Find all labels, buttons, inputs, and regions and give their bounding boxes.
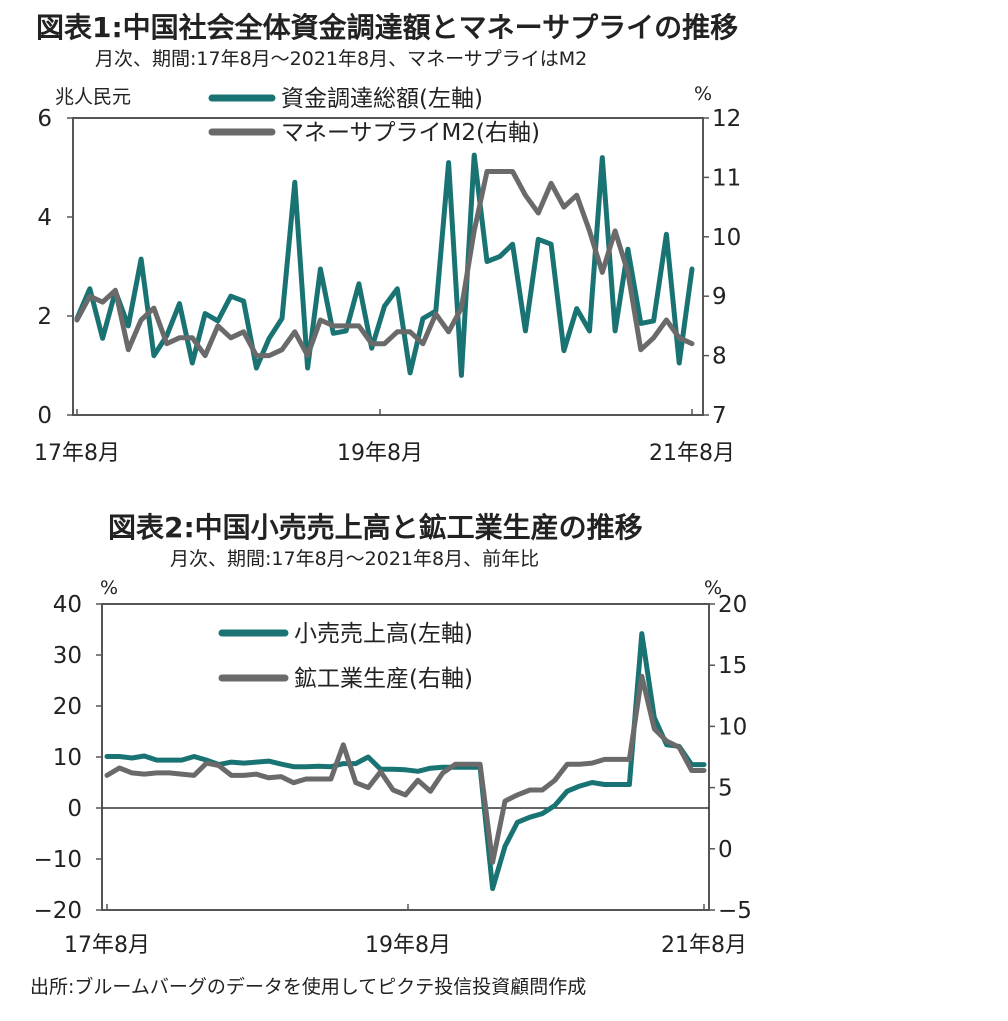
chart2-title: 図表2:中国小売売上高と鉱工業生産の推移 [108, 511, 643, 544]
chart2-right-unit: % [704, 577, 722, 599]
chart2-subtitle: 月次、期間:17年8月～2021年8月、前年比 [170, 548, 540, 570]
chart2-left-unit: % [100, 577, 118, 599]
chart2-legend-label-1: 小売売上高(左軸) [294, 621, 473, 647]
chart1-plot-frame [72, 117, 704, 416]
chart1-right-unit: % [694, 83, 712, 105]
chart2-left-tick-label: 20 [53, 694, 82, 720]
chart1-right-tick-label: 11 [712, 165, 741, 191]
chart2-left-tick-label: 0 [67, 796, 82, 822]
chart1-x-tick-label: 19年8月 [337, 441, 423, 466]
chart1-right-tick-label: 7 [712, 403, 727, 429]
chart2-x-tick-label: 21年8月 [661, 933, 747, 958]
chart2-right-tick-label: −5 [718, 898, 752, 924]
chart1-left-tick-label: 2 [37, 304, 52, 330]
chart1-x-tick-label: 17年8月 [34, 441, 120, 466]
chart1-right-tick-label: 8 [712, 344, 727, 370]
chart2-x-tick-label: 17年8月 [64, 933, 150, 958]
chart1-left-tick-label: 6 [37, 106, 52, 132]
chart1-subtitle: 月次、期間:17年8月～2021年8月、マネーサプライはM2 [95, 48, 588, 70]
chart1-legend-label-2: マネーサプライM2(右軸) [281, 120, 540, 146]
chart1-right-tick-label: 9 [712, 284, 727, 310]
chart1-title: 図表1:中国社会全体資金調達額とマネーサプライの推移 [36, 11, 739, 44]
chart2-left-tick-label: −10 [33, 847, 82, 873]
chart1-left-tick-label: 4 [37, 205, 52, 231]
chart1-series-line-2 [74, 169, 695, 359]
chart1-series-line-1 [74, 152, 695, 378]
chart2-left-tick-label: 10 [53, 745, 82, 771]
chart2-x-tick-label: 19年8月 [365, 933, 451, 958]
chart1-left-tick-label: 0 [37, 403, 52, 429]
chart2-left-tick-label: −20 [33, 898, 82, 924]
chart1-x-tick-label: 21年8月 [649, 441, 735, 466]
source-note: 出所:ブルームバーグのデータを使用してピクテ投信投資顧問作成 [30, 976, 587, 998]
chart1-legend-label-1: 資金調達総額(左軸) [281, 86, 483, 112]
chart1-left-unit: 兆人民元 [55, 86, 131, 108]
chart2-left-tick-label: 30 [53, 643, 82, 669]
chart2-right-tick-label: 5 [718, 776, 733, 802]
chart1-right-tick-label: 12 [712, 106, 741, 132]
chart2-series-line-2 [104, 673, 707, 865]
chart2-right-tick-label: 0 [718, 837, 733, 863]
chart2-right-tick-label: 15 [718, 653, 747, 679]
chart2-legend-label-2: 鉱工業生産(右軸) [294, 666, 473, 692]
chart2-right-tick-label: 20 [718, 592, 747, 618]
chart1-right-tick-label: 10 [712, 225, 741, 251]
chart2-series-line-1 [104, 631, 707, 892]
chart2-right-tick-label: 10 [718, 714, 747, 740]
chart2-left-tick-label: 40 [53, 592, 82, 618]
